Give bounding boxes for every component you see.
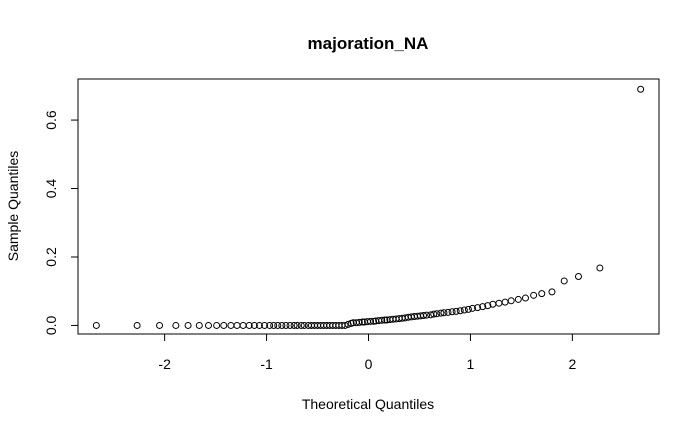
data-point <box>355 318 363 326</box>
data-point <box>358 318 366 326</box>
data-point <box>266 321 274 329</box>
data-point <box>452 307 460 315</box>
data-point <box>507 297 515 305</box>
data-point <box>637 85 645 93</box>
y-tick-label: 0.6 <box>43 110 59 130</box>
data-point <box>282 321 290 329</box>
data-point <box>464 305 472 313</box>
data-point <box>293 321 301 329</box>
data-point <box>514 295 522 303</box>
data-point <box>300 321 308 329</box>
x-tick-label: 0 <box>365 356 373 372</box>
data-point <box>172 321 180 329</box>
data-point <box>133 321 141 329</box>
data-points <box>92 85 645 329</box>
data-point <box>474 304 482 312</box>
data-point <box>245 321 253 329</box>
data-point <box>433 310 441 318</box>
y-axis-label: Sample Quantiles <box>5 151 21 262</box>
x-tick-label: 2 <box>568 356 576 372</box>
data-point <box>274 321 282 329</box>
data-point <box>548 288 556 296</box>
data-point <box>341 321 349 329</box>
y-tick-label: 0.4 <box>43 179 59 199</box>
data-point <box>270 321 278 329</box>
data-point <box>420 312 428 320</box>
data-point <box>220 321 228 329</box>
plot-frame <box>77 78 660 335</box>
data-point <box>92 321 100 329</box>
data-point <box>501 298 509 306</box>
x-tick-label: 1 <box>467 356 475 372</box>
data-point <box>184 321 192 329</box>
data-point <box>574 272 582 280</box>
data-point <box>460 306 468 314</box>
chart-title: majoration_NA <box>308 34 429 53</box>
data-point <box>195 321 203 329</box>
y-axis: 0.0 0.2 0.4 0.6 <box>43 110 79 336</box>
data-point <box>255 321 263 329</box>
x-axis: -2 -1 0 1 2 <box>158 333 576 372</box>
data-point <box>495 299 503 307</box>
data-point <box>297 321 305 329</box>
data-point <box>440 309 448 317</box>
data-point <box>521 294 529 302</box>
data-point <box>239 321 247 329</box>
data-point <box>430 310 438 318</box>
data-point <box>448 308 456 316</box>
data-point <box>204 321 212 329</box>
x-tick-label: -1 <box>260 356 273 372</box>
x-tick-label: -2 <box>158 356 171 372</box>
data-point <box>596 264 604 272</box>
data-point <box>381 316 389 324</box>
y-tick-label: 0.2 <box>43 247 59 267</box>
data-point <box>367 317 375 325</box>
data-point <box>156 321 164 329</box>
data-point <box>444 308 452 316</box>
data-point <box>530 291 538 299</box>
data-point <box>278 321 286 329</box>
data-point <box>538 290 546 298</box>
data-point <box>290 321 298 329</box>
data-point <box>437 309 445 317</box>
data-point <box>250 321 258 329</box>
data-point <box>378 316 386 324</box>
y-tick-label: 0.0 <box>43 316 59 336</box>
data-point <box>286 321 294 329</box>
data-point <box>261 321 269 329</box>
data-point <box>423 311 431 319</box>
data-point <box>233 321 241 329</box>
data-point <box>456 307 464 315</box>
data-point <box>560 277 568 285</box>
data-point <box>468 304 476 312</box>
data-point <box>227 321 235 329</box>
data-point <box>213 321 221 329</box>
data-point <box>484 302 492 310</box>
x-axis-label: Theoretical Quantiles <box>302 396 434 412</box>
data-point <box>479 303 487 311</box>
